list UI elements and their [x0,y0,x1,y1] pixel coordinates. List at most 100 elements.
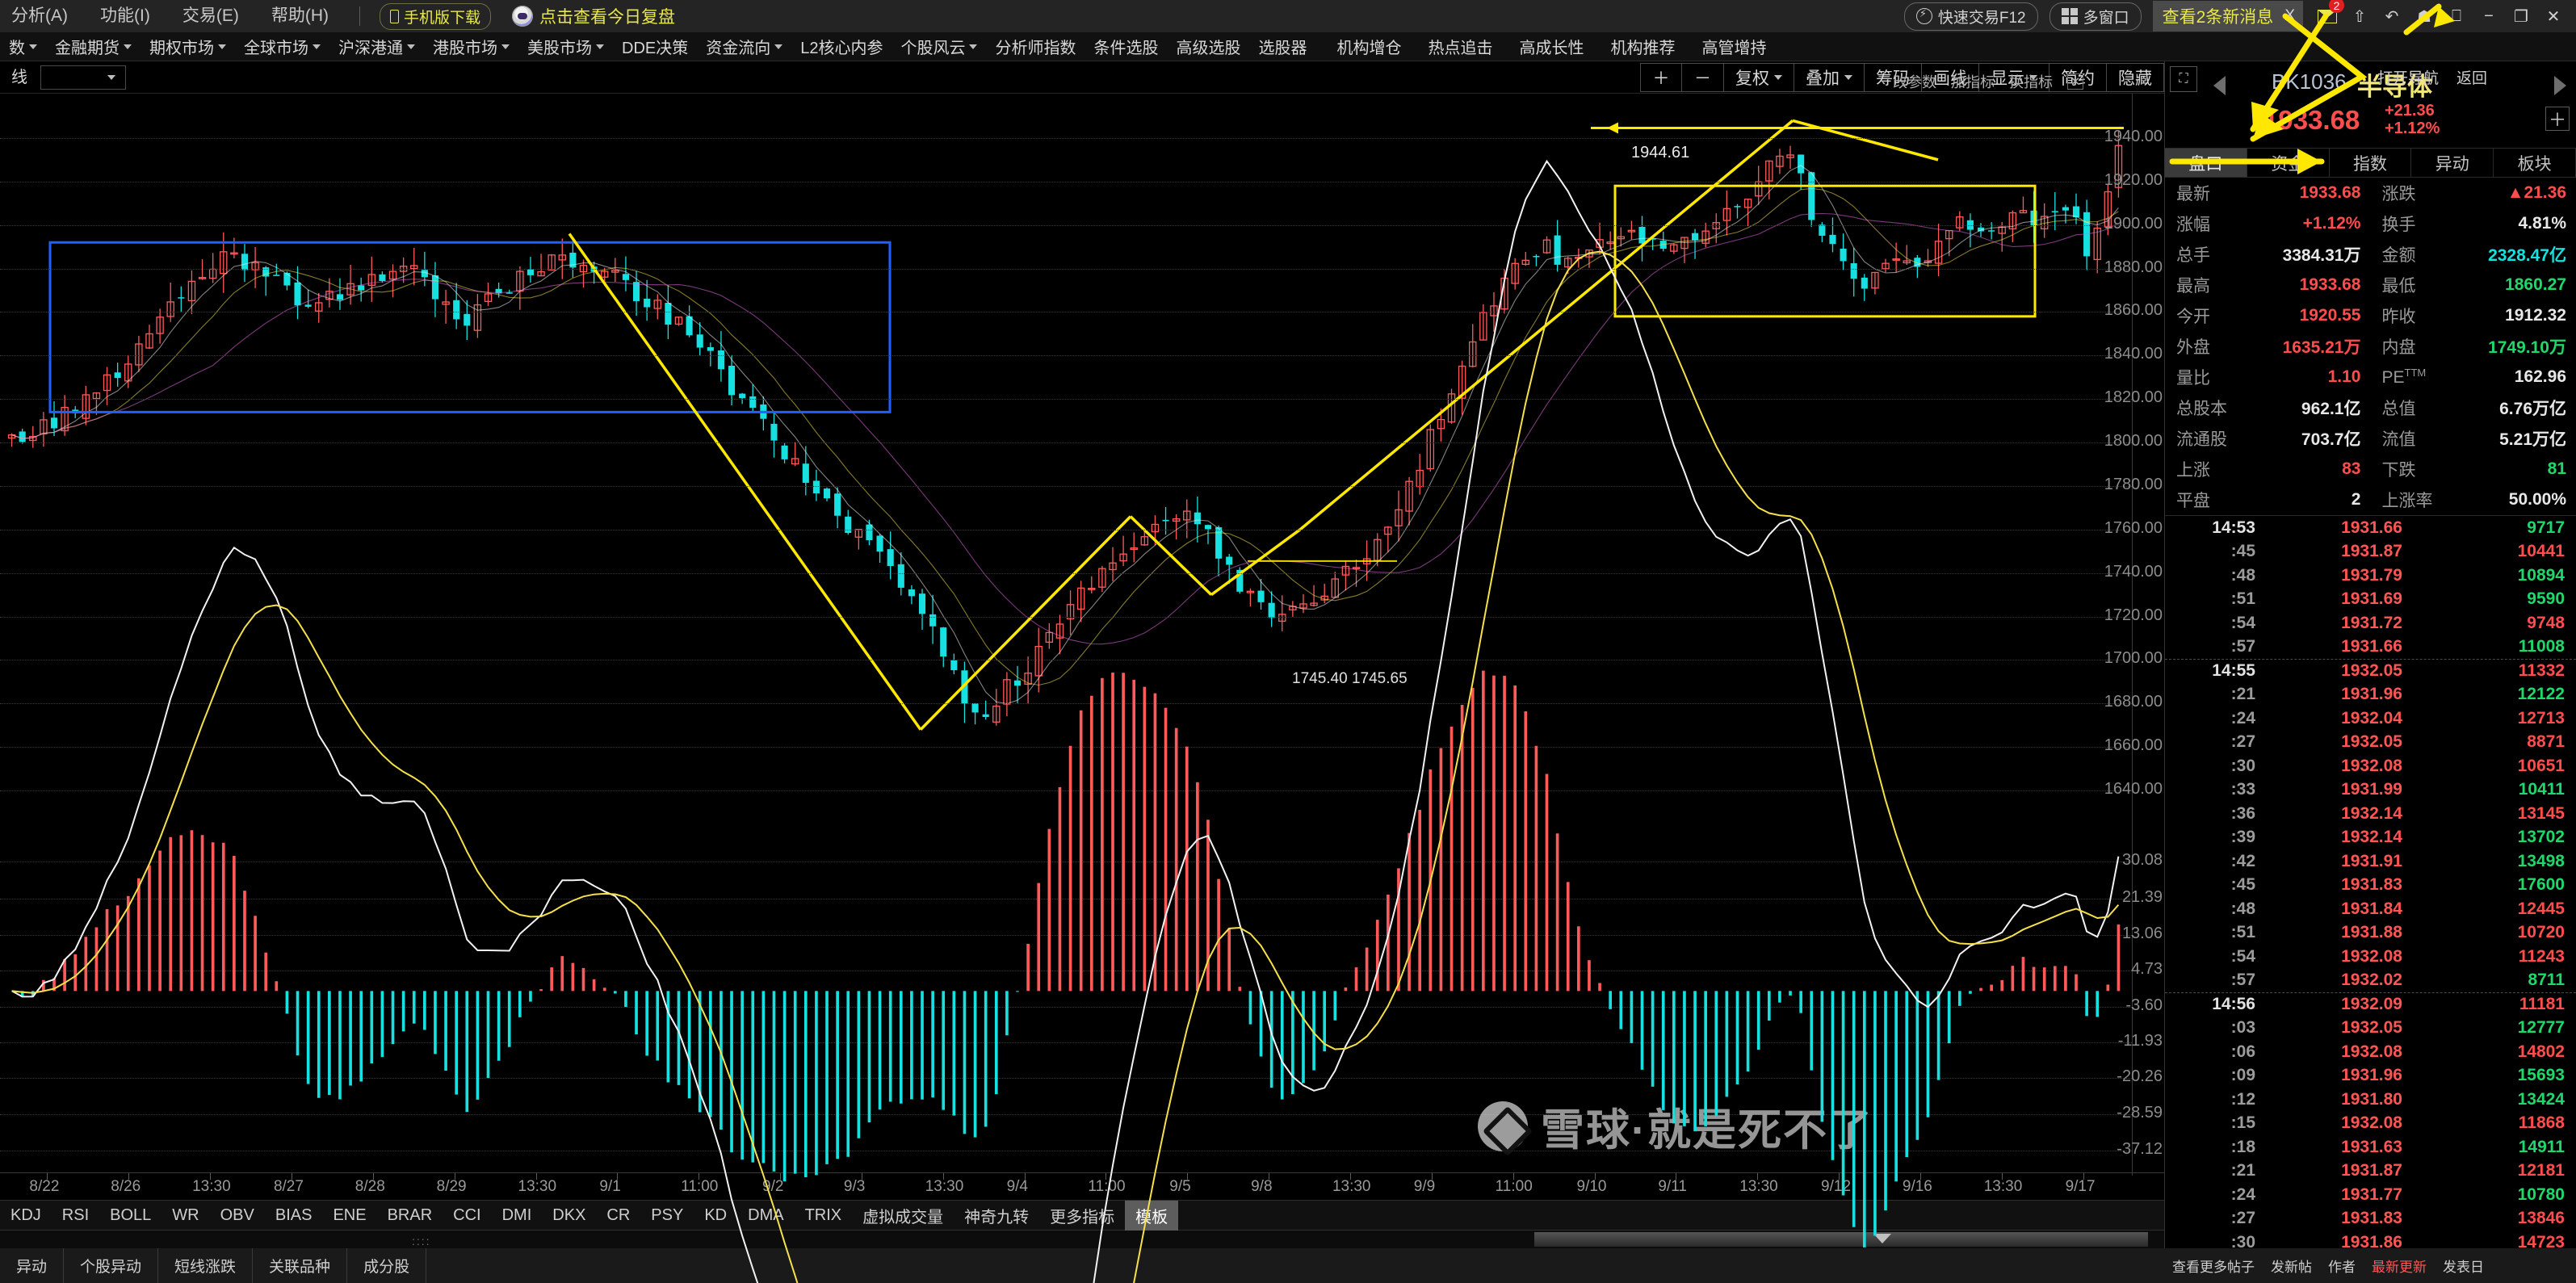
indicator-tab-虚拟成交量[interactable]: 虚拟成交量 [862,1208,944,1226]
next-stock-arrow-icon[interactable] [2554,76,2566,95]
tick-row[interactable]: :33 1931.99 10411 [2165,778,2576,803]
more-cycle-dropdown[interactable]: 更多周期 [40,65,127,90]
menu-item-trade[interactable]: 交易(E) [182,6,239,25]
tick-row[interactable]: :18 1931.63 14911 [2165,1135,2576,1159]
adjust-dropdown[interactable]: 复权 [1724,62,1794,92]
submenu-item-18[interactable]: 机构推荐 [1610,40,1676,57]
tick-row[interactable]: :15 1932.08 11868 [2165,1112,2576,1136]
tick-row[interactable]: 14:53 1931.66 9717 [2165,516,2576,540]
indicator-tab-BOLL[interactable]: BOLL [110,1205,152,1224]
zoom-out-button[interactable]: － [1682,62,1724,92]
tick-row[interactable]: :27 1932.05 8871 [2165,731,2576,755]
menu-item-analysis[interactable]: 分析(A) [11,6,68,25]
cycle-current-label[interactable]: 线 [11,68,27,86]
chips-button[interactable]: 筹码 [1865,62,1922,92]
up-arrow-icon[interactable]: ⇧ [2352,7,2367,26]
tick-row[interactable]: :45 1931.83 17600 [2165,874,2576,898]
tick-row[interactable]: :21 1931.96 12122 [2165,683,2576,707]
quick-trade-button[interactable]: 快速交易F12 [1903,2,2038,31]
scrollbar-thumb[interactable] [1534,1232,2148,1247]
indicator-tab-CCI[interactable]: CCI [453,1205,481,1224]
candlestick-canvas[interactable] [0,94,2164,1176]
indicator-tab-BIAS[interactable]: BIAS [275,1205,313,1224]
indicator-tab-ENE[interactable]: ENE [333,1205,367,1224]
news-notification[interactable]: 查看2条新消息 X [2152,1,2303,31]
switch-indicator-button[interactable]: 换指标 [2009,74,2053,90]
submenu-item-7[interactable]: DDE决策 [622,40,689,57]
tick-row[interactable]: :42 1931.91 13498 [2165,849,2576,874]
tick-row[interactable]: :51 1931.69 9590 [2165,588,2576,612]
tick-row[interactable]: 14:56 1932.09 11181 [2165,992,2576,1017]
tab-panel-index[interactable]: 指数 [2330,149,2412,177]
tick-row[interactable]: :24 1931.77 10780 [2165,1183,2576,1207]
tick-row[interactable]: :45 1931.87 10441 [2165,540,2576,564]
submenu-item-0[interactable]: 数 [0,35,46,58]
indicator-tab-KDJ[interactable]: KDJ [10,1205,41,1224]
close-indicator-icon[interactable]: ✕ [2067,73,2083,90]
minimize-button[interactable]: − [2484,6,2494,25]
submenu-item-4[interactable]: 沪深港通 [329,35,424,58]
indicator-tab-DMA[interactable]: DMA [748,1205,784,1224]
news-close-icon[interactable]: X [2284,7,2295,24]
indicator-tab-模板[interactable]: 模板 [1125,1200,1179,1231]
indicator-tab-DKX[interactable]: DKX [552,1205,586,1224]
hide-button[interactable]: 隐藏 [2107,62,2164,92]
indicator-tab-CR[interactable]: CR [606,1205,631,1224]
submenu-item-12[interactable]: 条件选股 [1093,40,1159,57]
tab-panel-funds[interactable]: 资金 [2247,149,2330,177]
tick-row[interactable]: :24 1932.04 12713 [2165,706,2576,731]
overlay-dropdown[interactable]: 叠加 [1794,62,1865,92]
tick-row[interactable]: :54 1932.08 11243 [2165,945,2576,969]
maximize-button[interactable]: ❐ [2514,7,2528,26]
submenu-item-9[interactable]: L2核心内参 [800,40,883,57]
indicator-tab-DMI[interactable]: DMI [501,1205,532,1224]
submenu-item-6[interactable]: 美股市场 [518,35,613,58]
tick-row[interactable]: :12 1931.80 13424 [2165,1088,2576,1112]
back-link[interactable]: 返回 [2456,70,2487,87]
open-nav-link[interactable]: 打开导航 [2377,70,2439,87]
submenu-item-2[interactable]: 期权市场 [141,35,235,58]
tick-row[interactable]: :57 1931.66 11008 [2165,635,2576,660]
price-chart[interactable]: 1940.00 1920.00 1900.00 1880.00 1860.00 1840.… [0,73,2164,1176]
zoom-in-button[interactable]: ＋ [1640,62,1682,92]
latest-update-label[interactable]: 最新更新 [2372,1260,2427,1275]
new-post-button[interactable]: 发新帖 [2271,1260,2312,1275]
tick-row[interactable]: :48 1931.79 10894 [2165,564,2576,588]
indicator-tab-WR[interactable]: WR [172,1205,199,1224]
mail-icon[interactable]: 2 [2314,0,2344,28]
bottom-tab-短线涨跌[interactable]: 短线涨跌 [158,1248,254,1283]
multi-window-button[interactable]: 多窗口 [2049,2,2142,31]
indicator-tab-OBV[interactable]: OBV [220,1205,254,1224]
submenu-item-8[interactable]: 资金流向 [697,35,791,58]
submenu-item-10[interactable]: 个股风云 [892,35,986,58]
submenu-item-14[interactable]: 选股器 [1258,40,1307,57]
prev-stock-arrow-icon[interactable] [2213,76,2226,95]
submenu-item-16[interactable]: 热点追击 [1428,40,1493,57]
tick-row[interactable]: :27 1931.83 13846 [2165,1207,2576,1231]
close-button[interactable]: ✕ [2546,7,2561,26]
submenu-item-5[interactable]: 港股市场 [424,35,518,58]
bottom-tab-个股异动[interactable]: 个股异动 [64,1248,159,1283]
tick-row[interactable]: :06 1932.08 14802 [2165,1040,2576,1064]
indicator-tab-PSY[interactable]: PSY [651,1205,684,1224]
bookmark-icon[interactable]: ☗ [2417,7,2431,26]
tick-row[interactable]: :30 1932.08 10651 [2165,754,2576,778]
bottom-tab-成分股[interactable]: 成分股 [347,1248,427,1283]
indicator-tab-TRIX[interactable]: TRIX [804,1205,842,1224]
tick-row[interactable]: :39 1932.14 13702 [2165,826,2576,850]
menu-item-function[interactable]: 功能(I) [100,6,150,25]
submenu-item-17[interactable]: 高成长性 [1519,40,1584,57]
tick-row[interactable]: :57 1932.02 8711 [2165,969,2576,993]
tab-panel-sector[interactable]: 板块 [2494,149,2576,177]
tick-row[interactable]: :30 1931.86 14723 [2165,1231,2576,1255]
add-to-watchlist-button[interactable]: ＋ [2545,107,2570,131]
tick-row[interactable]: :21 1931.87 12181 [2165,1159,2576,1184]
scroll-grip-icon[interactable]: :::: [412,1235,431,1247]
tick-row[interactable]: :48 1931.84 12445 [2165,897,2576,921]
tick-row[interactable]: :09 1931.96 15693 [2165,1064,2576,1088]
indicator-tab-KD[interactable]: KD [704,1205,728,1224]
indicator-tab-RSI[interactable]: RSI [61,1205,90,1224]
chevron-down-icon[interactable] [1873,1234,1891,1243]
change-params-button[interactable]: 改参数 [1893,74,1936,90]
bottom-tab-异动[interactable]: 异动 [0,1248,65,1283]
